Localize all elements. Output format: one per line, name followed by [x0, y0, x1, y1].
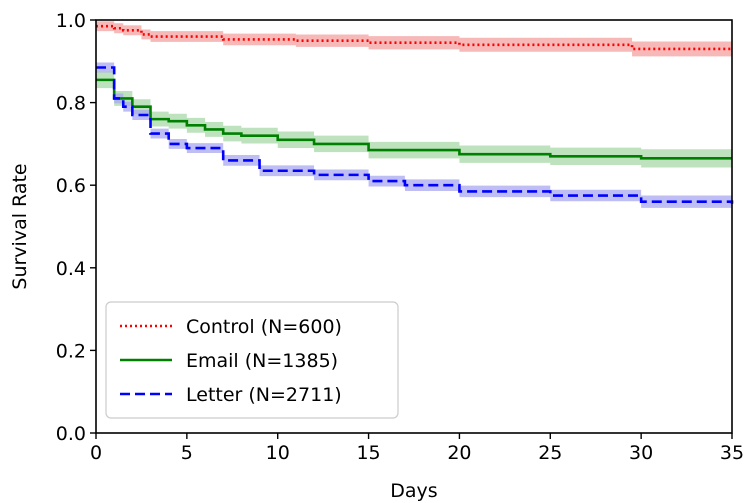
y-axis-title: Survival Rate	[9, 163, 31, 289]
x-tick-label: 5	[181, 442, 193, 464]
series-lines	[96, 24, 734, 204]
x-tick-label: 25	[538, 442, 562, 464]
legend-box	[105, 301, 399, 419]
y-axis: 0.0 0.2 0.4 0.6 0.8 1.0	[56, 10, 96, 445]
y-tick-label: 0.8	[56, 93, 86, 115]
legend-label-0: Control (N=600)	[186, 316, 342, 338]
confidence-band-0	[96, 21, 732, 57]
x-axis-title: Days	[390, 480, 437, 502]
x-tick-label: 10	[266, 442, 290, 464]
confidence-band-1	[96, 71, 732, 168]
plot-frame	[95, 19, 733, 434]
x-tick-label: 15	[356, 442, 380, 464]
x-tick-label: 30	[629, 442, 653, 464]
confidence-band-2	[96, 62, 732, 210]
series-line-0	[96, 24, 732, 51]
legend-label-2: Letter (N=2711)	[186, 384, 342, 406]
y-tick-label: 0.2	[56, 340, 86, 362]
y-tick-label: 1.0	[56, 10, 86, 32]
series-line-1	[96, 78, 732, 160]
y-tick-label: 0.6	[56, 175, 86, 197]
legend: Control (N=600) Email (N=1385) Letter (N=2…	[105, 301, 399, 419]
y-tick-label: 0.4	[56, 258, 86, 280]
series-line-2	[96, 66, 734, 204]
x-tick-label: 0	[90, 442, 102, 464]
x-tick-label: 35	[720, 442, 744, 464]
confidence-bands	[96, 21, 732, 210]
legend-label-1: Email (N=1385)	[186, 350, 338, 372]
x-tick-label: 20	[447, 442, 471, 464]
x-axis: 0 5 10 15 20 25 30 35	[90, 433, 744, 464]
y-tick-label: 0.0	[56, 423, 86, 445]
